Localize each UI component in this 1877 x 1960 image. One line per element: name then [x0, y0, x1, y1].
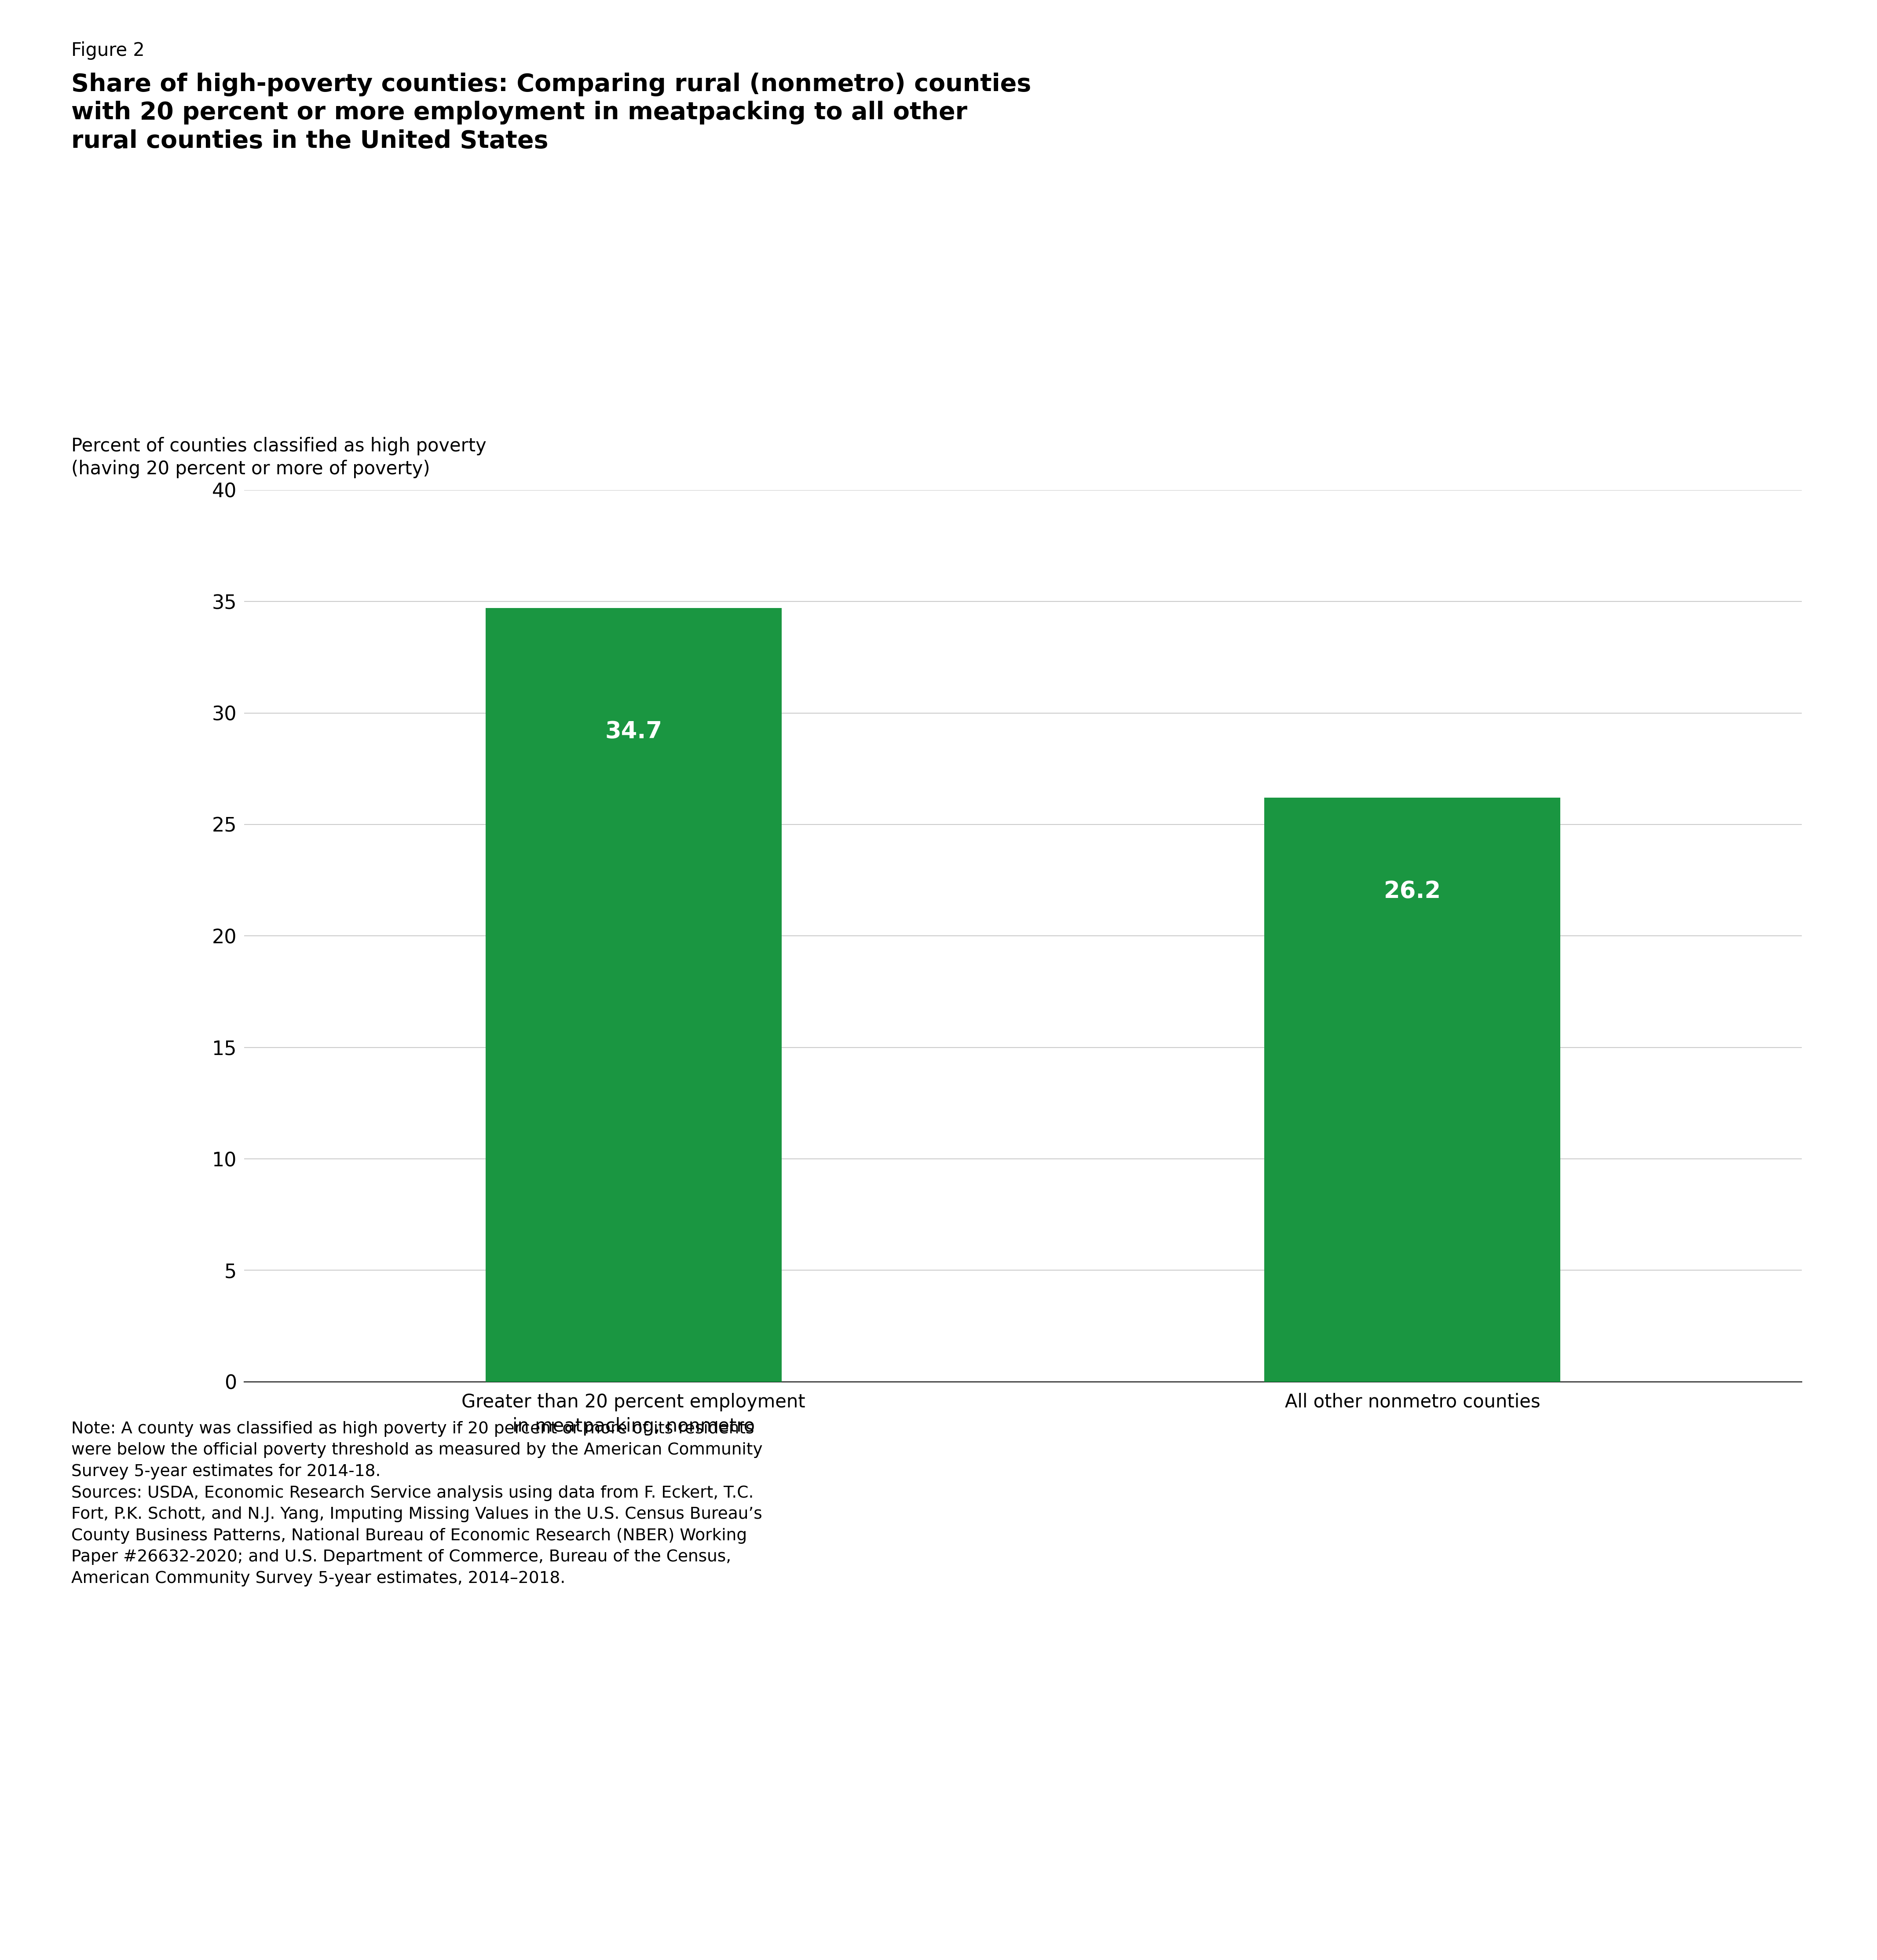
Text: Figure 2: Figure 2 — [71, 41, 145, 59]
Text: 34.7: 34.7 — [604, 721, 663, 743]
Text: Share of high-poverty counties: Comparing rural (nonmetro) counties
with 20 perc: Share of high-poverty counties: Comparin… — [71, 73, 1030, 153]
Text: Note: A county was classified as high poverty if 20 percent or more of its resid: Note: A county was classified as high po… — [71, 1421, 762, 1586]
Text: Percent of counties classified as high poverty
(having 20 percent or more of pov: Percent of counties classified as high p… — [71, 437, 486, 478]
Bar — [486, 608, 781, 1382]
Bar — [1265, 798, 1560, 1382]
Text: 26.2: 26.2 — [1383, 880, 1442, 902]
